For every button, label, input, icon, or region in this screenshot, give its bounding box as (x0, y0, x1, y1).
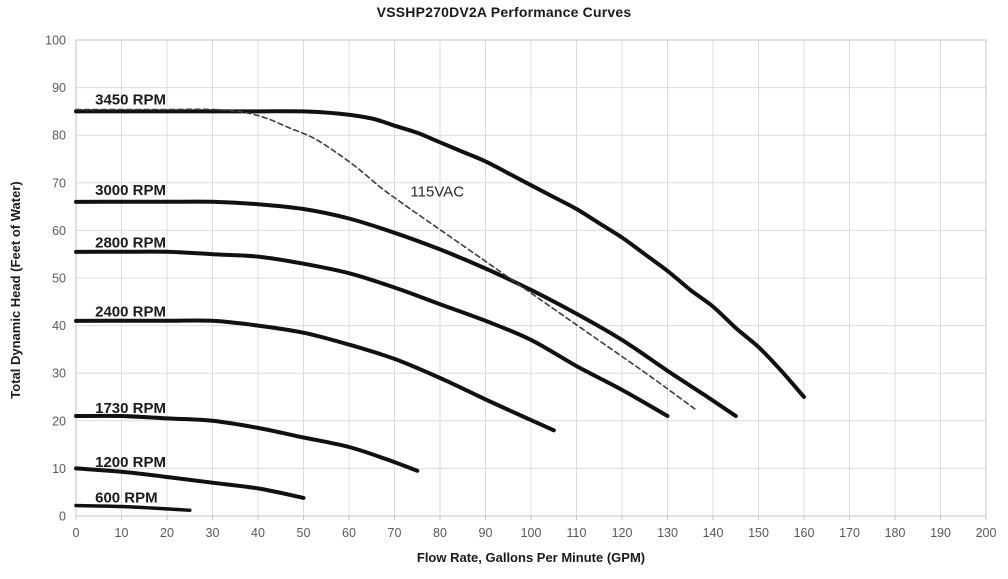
y-axis-title: Total Dynamic Head (Feet of Water) (8, 181, 23, 399)
x-tick-label: 180 (885, 526, 906, 540)
y-tick-label: 0 (59, 510, 66, 524)
y-tick-label: 90 (52, 81, 66, 95)
y-tick-label: 60 (52, 224, 66, 238)
curve-label-600-rpm: 600 RPM (95, 489, 158, 506)
curve-3450-rpm (74, 109, 806, 399)
curve-1200-rpm (74, 466, 306, 500)
curve-600-rpm (74, 503, 192, 513)
x-tick-label: 120 (612, 526, 633, 540)
y-tick-label: 20 (52, 414, 66, 428)
x-tick-label: 0 (73, 526, 80, 540)
x-tick-label: 170 (839, 526, 860, 540)
x-tick-label: 80 (433, 526, 447, 540)
x-tick-label: 200 (976, 526, 997, 540)
curve-label-3000-rpm: 3000 RPM (95, 182, 166, 199)
curve-label-1730-rpm: 1730 RPM (95, 400, 166, 417)
x-tick-label: 100 (521, 526, 542, 540)
y-tick-label: 70 (52, 176, 66, 190)
y-tick-label: 80 (52, 129, 66, 143)
curve-3000-rpm (74, 199, 738, 418)
chart-title: VSSHP270DV2A Performance Curves (376, 4, 632, 20)
y-tick-label: 40 (52, 319, 66, 333)
x-tick-label: 20 (160, 526, 174, 540)
x-tick-label: 140 (703, 526, 724, 540)
y-tick-label: 10 (52, 462, 66, 476)
x-tick-label: 70 (388, 526, 402, 540)
x-tick-label: 60 (342, 526, 356, 540)
x-tick-label: 10 (115, 526, 129, 540)
y-tick-label: 30 (52, 367, 66, 381)
x-tick-label: 40 (251, 526, 265, 540)
x-tick-label: 30 (206, 526, 220, 540)
curve-label-2400-rpm: 2400 RPM (95, 303, 166, 320)
curve-2800-rpm (74, 249, 670, 418)
x-tick-label: 130 (657, 526, 678, 540)
y-tick-label: 50 (52, 272, 66, 286)
x-tick-label: 160 (794, 526, 815, 540)
curve-2400-rpm (74, 318, 556, 433)
curve-label-2800-rpm: 2800 RPM (95, 234, 166, 251)
curve-label-3450-rpm: 3450 RPM (95, 92, 166, 109)
y-tick-label: 100 (45, 34, 66, 48)
curve-label-115vac: 115VAC (410, 183, 464, 200)
x-tick-label: 50 (297, 526, 311, 540)
x-tick-label: 190 (930, 526, 951, 540)
plot-border (75, 39, 987, 517)
curve-115vac (75, 108, 696, 410)
x-axis-title: Flow Rate, Gallons Per Minute (GPM) (416, 550, 646, 565)
curve-label-1200-rpm: 1200 RPM (95, 454, 166, 471)
x-tick-label: 90 (479, 526, 493, 540)
curve-1730-rpm (74, 413, 420, 473)
x-tick-label: 150 (748, 526, 769, 540)
x-tick-label: 110 (567, 526, 587, 540)
